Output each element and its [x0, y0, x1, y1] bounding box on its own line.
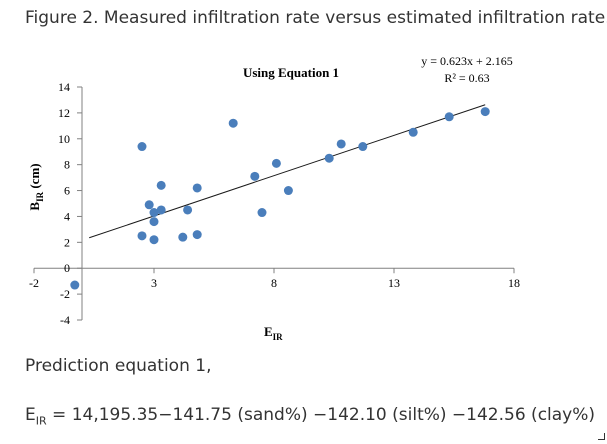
trendline: [89, 104, 486, 239]
data-point: [444, 112, 454, 122]
prediction-heading: Prediction equation 1,: [25, 356, 212, 376]
y-tick-label: 10: [58, 132, 70, 146]
data-point: [283, 186, 293, 196]
x-axis-title-main: E: [264, 324, 273, 339]
y-axis-title-sub: IR: [35, 191, 45, 202]
data-point: [192, 183, 202, 193]
data-point: [149, 208, 159, 218]
figure-caption: Figure 2. Measured infiltration rate ver…: [25, 8, 607, 28]
data-point: [156, 205, 166, 215]
y-axis-title-main: B: [27, 202, 42, 211]
data-point: [257, 208, 267, 218]
y-tick-label: 4: [64, 209, 70, 223]
y-tick-label: -4: [60, 313, 70, 327]
data-point: [178, 232, 188, 242]
data-point: [336, 139, 346, 149]
scatter-chart: -4 -2 0 2 4 6 8 10 12 14 -2 3 8 13 18 Using Equation 1…: [27, 54, 520, 342]
y-tick-label: 6: [64, 184, 70, 198]
prediction-formula: EIR = 14,195.35−141.75 (sand%) −142.10 (…: [25, 405, 595, 427]
y-tick-label: 8: [64, 158, 70, 172]
y-tick-label: -2: [60, 287, 70, 301]
data-point: [324, 153, 334, 163]
x-axis-title: EIR: [264, 324, 283, 342]
data-point: [192, 230, 202, 240]
y-tick-label: 12: [58, 106, 70, 120]
x-tick-label: 3: [151, 276, 157, 290]
chart-title: Using Equation 1: [243, 65, 339, 80]
data-point: [228, 118, 238, 128]
formula-rhs: = 14,195.35−141.75 (sand%) −142.10 (silt…: [46, 405, 596, 425]
data-point: [149, 235, 159, 245]
y-axis-title-unit: (cm): [27, 163, 42, 192]
data-point: [149, 217, 159, 227]
data-point: [480, 107, 490, 117]
x-tick-label: 18: [508, 276, 520, 290]
formula-lhs-sub: IR: [35, 414, 47, 428]
x-axis-title-sub: IR: [273, 332, 284, 342]
data-points: [70, 107, 490, 290]
chart-ticks: -4 -2 0 2 4 6 8 10 12 14 -2 3 8 13 18: [29, 80, 520, 327]
data-point: [70, 280, 80, 290]
x-tick-label: -2: [29, 276, 39, 290]
y-axis-title: BIR (cm): [27, 163, 45, 210]
corner-mark: [598, 433, 605, 440]
r-squared-label: R² = 0.63: [444, 71, 489, 85]
data-point: [183, 205, 193, 215]
y-tick-label: 14: [58, 80, 70, 94]
y-tick-label: 0: [64, 261, 70, 275]
data-point: [156, 180, 166, 190]
y-tick-label: 2: [64, 235, 70, 249]
x-tick-label: 8: [271, 276, 277, 290]
data-point: [408, 127, 418, 137]
data-point: [358, 142, 368, 152]
data-point: [250, 171, 260, 181]
data-point: [144, 200, 154, 210]
x-tick-label: 13: [388, 276, 400, 290]
data-point: [271, 158, 281, 168]
trendline-equation: y = 0.623x + 2.165: [421, 54, 513, 68]
data-point: [137, 142, 147, 152]
formula-lhs: E: [25, 405, 36, 425]
data-point: [137, 231, 147, 241]
